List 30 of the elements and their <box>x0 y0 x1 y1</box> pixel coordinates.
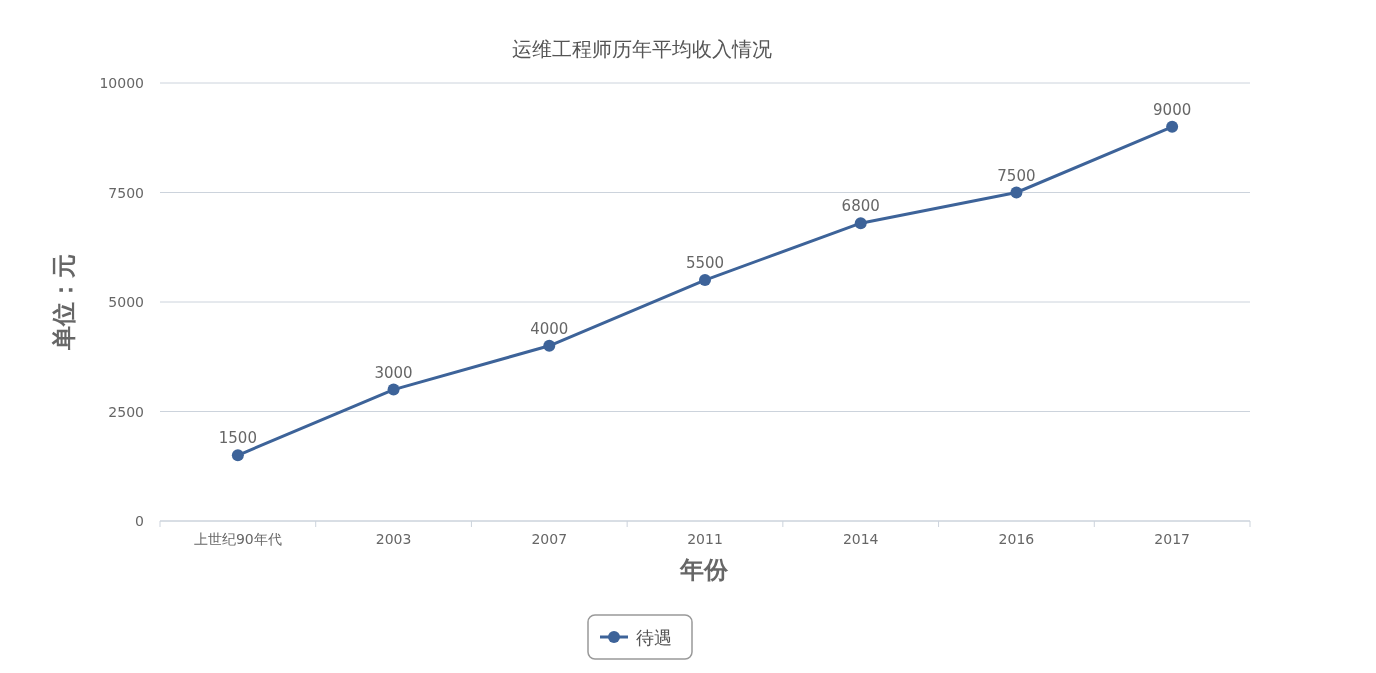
x-tick-label: 2003 <box>375 531 412 547</box>
x-axis-title: 年份 <box>679 556 729 584</box>
data-label: 1500 <box>218 429 257 448</box>
chart-title: 运维工程师历年平均收入情况 <box>512 37 772 61</box>
x-tick-label: 2017 <box>1154 531 1190 547</box>
data-label: 7500 <box>997 166 1036 185</box>
data-label: 9000 <box>1153 100 1192 119</box>
data-label: 5500 <box>685 254 725 273</box>
point <box>854 217 867 230</box>
point <box>387 383 400 396</box>
x-tick-label: 2007 <box>531 531 568 547</box>
x-tick-label: 上世纪90年代 <box>193 531 282 547</box>
point <box>231 449 244 462</box>
data-label: 6800 <box>841 197 880 216</box>
legend-label: 待遇 <box>636 627 672 648</box>
point <box>543 339 556 352</box>
data-label: 4000 <box>530 319 569 338</box>
point <box>699 274 711 287</box>
x-tick-label: 2011 <box>687 531 723 547</box>
data-label: 3000 <box>374 363 413 382</box>
x-tick-label: 2016 <box>998 531 1035 547</box>
y-tick-label: 0 <box>135 513 144 529</box>
y-tick-label: 5000 <box>108 294 144 310</box>
y-axis-title: 单位：元 <box>50 254 78 351</box>
x-tick-label: 2014 <box>842 531 879 547</box>
y-tick-label: 7500 <box>108 184 144 201</box>
point <box>1166 120 1179 133</box>
point <box>1010 186 1023 199</box>
y-tick-label: 10000 <box>99 75 144 91</box>
y-tick-label: 2500 <box>108 403 144 420</box>
